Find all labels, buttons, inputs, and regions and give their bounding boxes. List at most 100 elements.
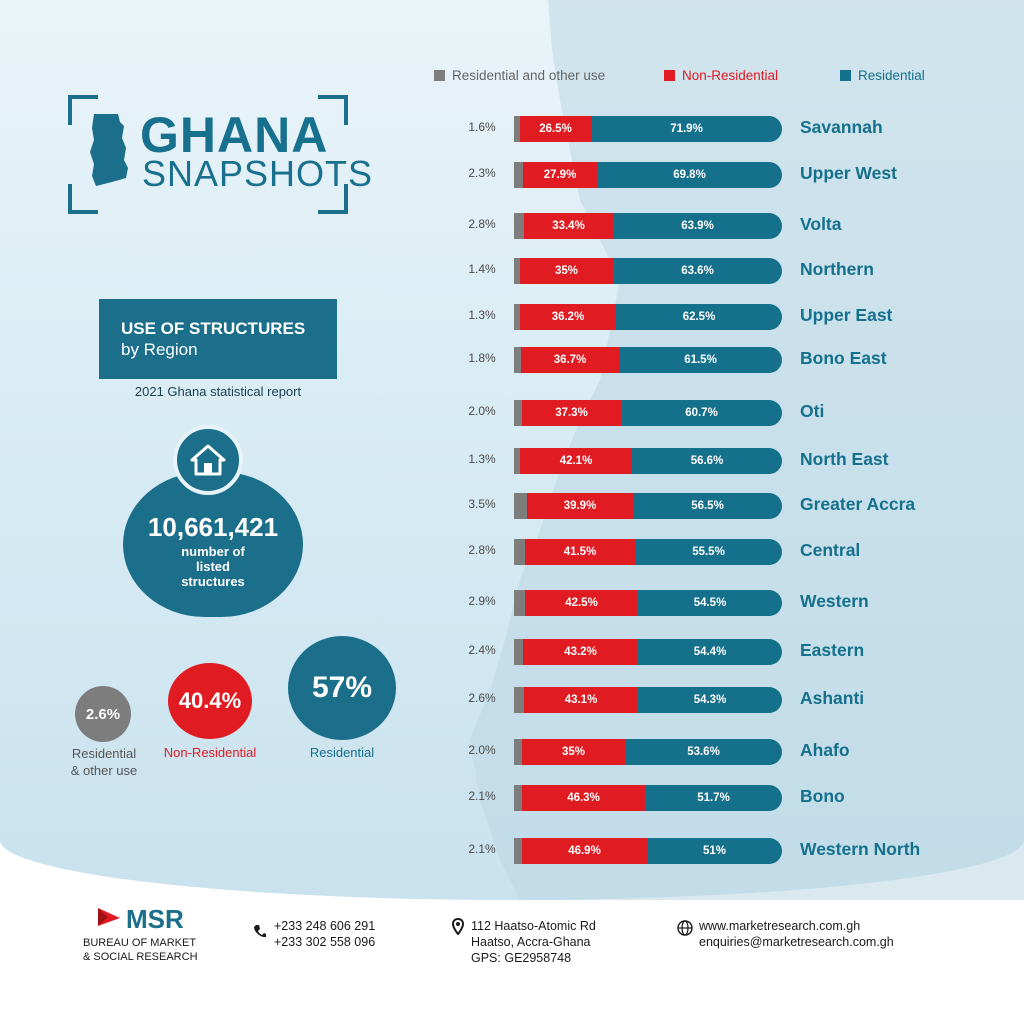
category-label: Oti	[800, 401, 825, 421]
chart-row: 2.8% 33.4% 63.9% Volta	[0, 211, 1024, 239]
logo-corner	[318, 95, 348, 125]
bar-segment-nonresidential: 41.5%	[525, 539, 635, 565]
data-label-other: 2.9%	[468, 594, 496, 608]
bar-stack: 35% 53.6%	[514, 739, 782, 765]
chart-row: 1.6% 26.5% 71.9% Savannah	[0, 114, 1024, 142]
logo-corner	[68, 95, 98, 125]
bar-segment-other	[514, 213, 524, 239]
total-caption-line: number of	[181, 544, 245, 559]
category-label: North East	[800, 449, 889, 469]
bar-segment-nonresidential: 46.9%	[522, 838, 647, 864]
bar-segment-other	[514, 687, 524, 713]
data-label-other: 2.8%	[468, 543, 496, 557]
category-label: Central	[800, 540, 861, 560]
bar-segment-nonresidential: 35%	[522, 739, 625, 765]
bar-segment-residential: 56.6%	[632, 448, 782, 474]
bar-segment-nonresidential: 43.2%	[523, 639, 638, 665]
chart-row: 2.1% 46.9% 51% Western North	[0, 836, 1024, 864]
bar-segment-other	[514, 400, 522, 426]
bar-segment-nonresidential: 39.9%	[527, 493, 633, 519]
bar-stack: 36.2% 62.5%	[514, 304, 782, 330]
bar-segment-residential: 53.6%	[625, 739, 782, 765]
legend-label: Residential	[858, 68, 925, 83]
globe-icon	[677, 920, 693, 936]
bar-segment-residential: 60.7%	[621, 400, 782, 426]
msr-brand-line: & SOCIAL RESEARCH	[83, 951, 198, 963]
chart-row: 3.5% 39.9% 56.5% Greater Accra	[0, 491, 1024, 519]
bar-stack: 39.9% 56.5%	[514, 493, 782, 519]
bar-stack: 43.1% 54.3%	[514, 687, 782, 713]
msr-brand-name: MSR	[126, 904, 184, 934]
email-link[interactable]: enquiries@marketresearch.com.gh	[699, 935, 894, 949]
data-label-other: 1.6%	[468, 120, 496, 134]
chart-subtitle: by Region	[121, 340, 198, 359]
chart-row: 2.0% 37.3% 60.7% Oti	[0, 398, 1024, 426]
total-caption-line: structures	[181, 574, 245, 589]
bar-stack: 36.7% 61.5%	[514, 347, 782, 373]
category-label: Greater Accra	[800, 494, 916, 514]
bar-segment-other	[514, 539, 525, 565]
chart-row: 2.9% 42.5% 54.5% Western	[0, 588, 1024, 616]
category-label: Northern	[800, 259, 874, 279]
bar-segment-residential: 62.5%	[616, 304, 782, 330]
legend-swatch	[664, 70, 675, 81]
chart-row: 1.4% 35% 63.6% Northern	[0, 256, 1024, 284]
data-label-other: 2.1%	[468, 789, 496, 803]
location-pin-icon	[452, 918, 464, 935]
bar-stack: 42.5% 54.5%	[514, 590, 782, 616]
data-label-other: 2.4%	[468, 643, 496, 657]
bar-stack: 43.2% 54.4%	[514, 639, 782, 665]
footer: MSR BUREAU OF MARKET & SOCIAL RESEARCH +…	[0, 900, 1024, 1024]
category-label: Upper East	[800, 305, 893, 325]
msr-brand-line: BUREAU OF MARKET	[83, 937, 197, 949]
bar-segment-other	[514, 838, 522, 864]
category-label: Eastern	[800, 640, 865, 660]
national-res-circle: 57%	[288, 636, 396, 740]
logo-subtitle: SNAPSHOTS	[142, 153, 374, 194]
national-other-label: Residential & other use	[56, 745, 152, 779]
website-link[interactable]: www.marketresearch.com.gh	[699, 919, 861, 933]
data-label-other: 2.1%	[468, 842, 496, 856]
national-nonres-circle: 40.4%	[168, 663, 252, 739]
bar-segment-other	[514, 347, 521, 373]
bar-segment-other	[514, 258, 520, 284]
national-other-circle: 2.6%	[75, 686, 131, 742]
bar-segment-other	[514, 493, 527, 519]
bar-segment-residential: 51%	[647, 838, 782, 864]
chart-row: 2.3% 27.9% 69.8% Upper West	[0, 160, 1024, 188]
bar-segment-other	[514, 639, 523, 665]
chart-row: 2.6% 43.1% 54.3% Ashanti	[0, 685, 1024, 713]
bar-segment-nonresidential: 42.1%	[520, 448, 632, 474]
data-label-other: 2.0%	[468, 404, 496, 418]
national-nonres-label: Non-Residential	[163, 745, 257, 760]
category-label: Western	[800, 591, 869, 611]
bar-stack: 41.5% 55.5%	[514, 539, 782, 565]
bar-stack: 26.5% 71.9%	[514, 116, 782, 142]
bar-segment-nonresidential: 37.3%	[522, 400, 621, 426]
bar-segment-residential: 61.5%	[619, 347, 782, 373]
bar-segment-residential: 54.3%	[638, 687, 782, 713]
legend-swatch	[434, 70, 445, 81]
bar-segment-other	[514, 448, 520, 474]
legend-label: Residential and other use	[452, 68, 606, 83]
bar-segment-other	[514, 739, 522, 765]
national-other-label-line: Residential	[71, 746, 137, 761]
bar-segment-residential: 63.6%	[613, 258, 782, 284]
bar-stack: 33.4% 63.9%	[514, 213, 782, 239]
category-label: Upper West	[800, 163, 897, 183]
source-note: 2021 Ghana statistical report	[134, 384, 302, 399]
legend-swatch	[840, 70, 851, 81]
bar-segment-residential: 63.9%	[613, 213, 782, 239]
data-label-other: 2.0%	[468, 743, 496, 757]
bar-segment-other	[514, 116, 520, 142]
phone-number[interactable]: +233 248 606 291	[274, 919, 376, 933]
bar-segment-residential: 54.4%	[638, 639, 782, 665]
bar-segment-other	[514, 162, 523, 188]
chart-row: 2.8% 41.5% 55.5% Central	[0, 537, 1024, 565]
chart-row: 2.4% 43.2% 54.4% Eastern	[0, 637, 1024, 665]
legend-item-nonres: Non-Residential	[664, 68, 778, 83]
bar-segment-nonresidential: 36.7%	[521, 347, 619, 373]
bar-stack: 46.3% 51.7%	[514, 785, 782, 811]
phone-number[interactable]: +233 302 558 096	[274, 935, 376, 949]
chart-row: 2.0% 35% 53.6% Ahafo	[0, 737, 1024, 765]
